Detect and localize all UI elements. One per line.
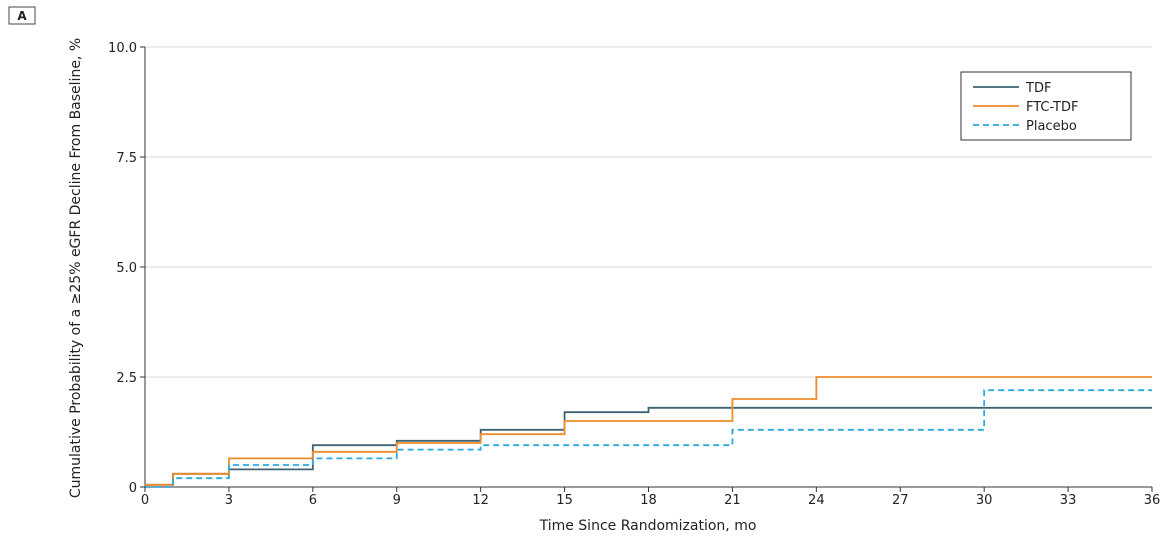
x-tick-label: 12: [472, 493, 489, 508]
x-axis-title: Time Since Randomization, mo: [539, 518, 757, 534]
x-tick-label: 15: [556, 493, 573, 508]
series-group: [145, 376, 1152, 488]
legend-label: FTC-TDF: [1026, 100, 1078, 115]
x-tick-label: 24: [808, 493, 825, 508]
tick-labels: 02.55.07.510.00 3 6 9 12 15 18 21 24 27 30 33 36: [108, 41, 1160, 508]
panel-label: A: [17, 9, 27, 23]
legend: TDF FTC-TDF Placebo: [960, 71, 1132, 141]
y-tick-label: 10.0: [108, 41, 137, 56]
x-tick-label: 9: [393, 493, 401, 508]
x-tick-label: 3: [225, 493, 233, 508]
series-line-placebo: [145, 389, 1152, 488]
x-tick-label: 36: [1144, 493, 1161, 508]
x-tick-label: 6: [309, 493, 317, 508]
x-tick-label: 21: [724, 493, 741, 508]
x-tick-label: 33: [1060, 493, 1077, 508]
y-axis-title: Cumulative Probability of a ≥25% eGFR De…: [68, 38, 84, 498]
series-line-tdf: [145, 406, 1152, 486]
y-tick-label: 0: [129, 481, 137, 496]
x-tick-label: 27: [892, 493, 909, 508]
y-tick-label: 5.0: [116, 261, 137, 276]
legend-label: TDF: [1025, 81, 1051, 96]
series-line-ftc-tdf: [145, 376, 1152, 486]
x-tick-label: 0: [141, 493, 149, 508]
x-tick-label: 18: [640, 493, 657, 508]
y-tick-label: 7.5: [116, 151, 137, 166]
legend-label: Placebo: [1026, 119, 1077, 134]
y-tick-label: 2.5: [116, 371, 137, 386]
panel-label-box: [8, 6, 36, 25]
x-tick-label: 30: [976, 493, 993, 508]
